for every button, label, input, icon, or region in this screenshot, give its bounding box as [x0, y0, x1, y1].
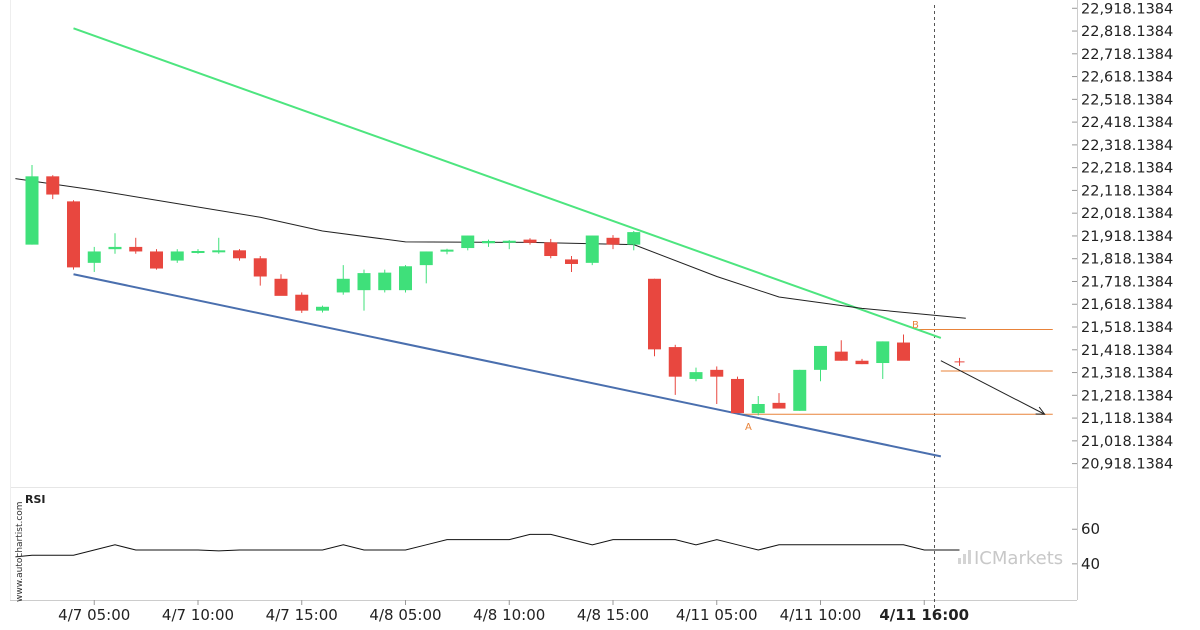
- brand-name: ICMarkets: [974, 548, 1063, 569]
- price-tick-label: 21,018.1384: [1081, 434, 1173, 450]
- price-tick-label: 21,118.1384: [1081, 411, 1173, 427]
- candle-up: [876, 341, 890, 364]
- price-tick-label: 21,318.1384: [1081, 366, 1173, 382]
- forecast-arrow-head: [1035, 406, 1046, 415]
- candle-up: [108, 246, 122, 250]
- candle-down: [855, 360, 869, 365]
- point-a-label: A: [745, 422, 752, 433]
- brand-bar-1: [958, 558, 961, 564]
- candle-down: [67, 201, 80, 268]
- candle-down: [46, 176, 60, 195]
- time-tick-label: 4/11 16:00: [879, 606, 969, 624]
- price-axis: 22,918.1384 22,818.1384 22,718.1384 22,618.…: [1072, 1, 1173, 473]
- candle-up: [585, 235, 599, 263]
- ma-series-line: [15, 178, 966, 319]
- candle-up: [357, 273, 371, 291]
- candle-up: [482, 240, 495, 244]
- price-tick-label: 22,818.1384: [1081, 24, 1173, 40]
- candle-down: [253, 258, 267, 277]
- price-levels: [737, 329, 1053, 415]
- point-b-label: B: [912, 320, 919, 331]
- time-tick-label: 4/7 15:00: [266, 606, 338, 624]
- candle-up: [689, 372, 703, 379]
- candle-down: [233, 250, 246, 259]
- time-tick-label: 4/7 10:00: [162, 606, 234, 624]
- candle-down: [150, 251, 163, 269]
- candles: [25, 164, 965, 416]
- brand-bar-3: [968, 550, 971, 564]
- price-tick-label: 22,118.1384: [1081, 183, 1173, 199]
- time-axis: 4/7 05:00 4/7 10:00 4/7 15:00 4/8 05:00 4/8 …: [58, 600, 969, 624]
- candle-down: [544, 242, 558, 257]
- time-tick-label: 4/8 05:00: [369, 606, 441, 624]
- time-tick-label: 4/11 10:00: [780, 606, 862, 624]
- candle-down: [648, 278, 661, 350]
- candle-up: [25, 176, 39, 245]
- candle-up: [170, 251, 184, 261]
- time-tick-label: 4/8 15:00: [577, 606, 649, 624]
- brand-bar-2: [963, 554, 966, 564]
- forecast: [940, 360, 1046, 415]
- candle-up: [336, 278, 350, 293]
- candle-down: [523, 239, 537, 243]
- price-tick-label: 22,318.1384: [1081, 138, 1173, 154]
- price-tick-label: 21,218.1384: [1081, 388, 1173, 404]
- price-tick-label: 22,018.1384: [1081, 206, 1173, 222]
- time-tick-label: 4/8 10:00: [473, 606, 545, 624]
- forecast-arrow-line: [940, 360, 1045, 415]
- candle-up: [191, 251, 205, 254]
- watermark: www.autochartist.com: [15, 501, 25, 602]
- price-tick-label: 20,918.1384: [1081, 457, 1173, 473]
- rsi-tick-label: 40: [1081, 555, 1100, 573]
- candle-up: [419, 251, 433, 266]
- support-line: [73, 273, 942, 458]
- candle-up: [440, 249, 454, 252]
- candle-down: [834, 351, 848, 361]
- price-tick-label: 22,618.1384: [1081, 70, 1173, 86]
- candle-up: [751, 403, 765, 414]
- moving-average: [15, 178, 966, 319]
- candle-down: [710, 369, 724, 377]
- time-tick-label: 4/11 05:00: [676, 606, 758, 624]
- candle-up: [399, 266, 412, 291]
- candle-down: [295, 294, 309, 311]
- rsi-tick-label: 60: [1081, 520, 1100, 538]
- candle-up: [461, 235, 475, 249]
- price-tick-label: 22,218.1384: [1081, 161, 1173, 177]
- candle-down: [565, 259, 578, 264]
- price-tick-label: 21,518.1384: [1081, 320, 1173, 336]
- price-tick-label: 21,718.1384: [1081, 274, 1173, 290]
- candle-up: [502, 240, 516, 243]
- candle-down: [606, 237, 620, 245]
- brand-logo: ICMarkets: [958, 548, 1063, 569]
- candle-down: [129, 246, 143, 252]
- candle-down: [772, 402, 786, 409]
- price-tick-label: 21,918.1384: [1081, 229, 1173, 245]
- price-tick-label: 22,518.1384: [1081, 92, 1173, 108]
- candle-up: [378, 272, 392, 291]
- pattern-lines: [73, 27, 942, 458]
- candle-up: [814, 345, 827, 370]
- price-tick-label: 21,818.1384: [1081, 252, 1173, 268]
- price-tick-label: 21,418.1384: [1081, 343, 1173, 359]
- resistance-line: [73, 27, 942, 339]
- rsi-panel: 60 40: [15, 520, 1100, 573]
- candle-down: [668, 347, 682, 377]
- candle-up: [316, 306, 329, 311]
- rsi-label: RSI: [25, 493, 46, 506]
- candle-up: [212, 250, 226, 253]
- candle-down: [274, 278, 288, 296]
- candle-down: [731, 378, 744, 414]
- candle-up: [87, 251, 101, 263]
- candle-up: [793, 369, 807, 411]
- candle-up: [627, 232, 641, 245]
- candle-down: [897, 342, 910, 361]
- rsi-line: [15, 533, 960, 558]
- price-tick-label: 21,618.1384: [1081, 297, 1173, 313]
- price-tick-label: 22,418.1384: [1081, 115, 1173, 131]
- price-tick-label: 22,918.1384: [1081, 1, 1173, 17]
- price-tick-label: 22,718.1384: [1081, 47, 1173, 63]
- time-tick-label: 4/7 05:00: [58, 606, 130, 624]
